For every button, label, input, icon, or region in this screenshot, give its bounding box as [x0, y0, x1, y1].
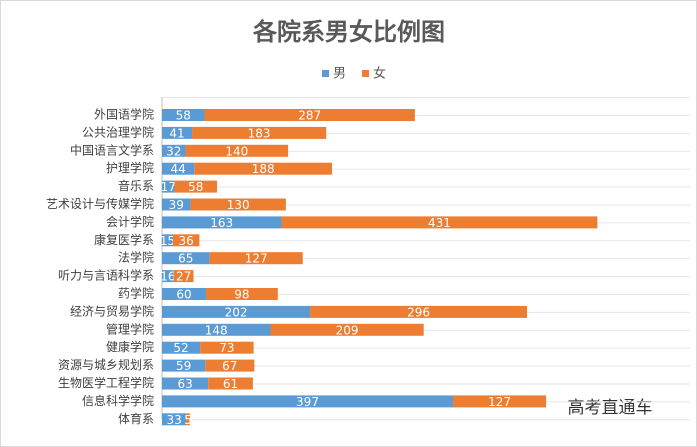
bar-segment [310, 305, 528, 318]
y-tick-label: 外国语学院 [94, 107, 154, 122]
bar-segment [162, 377, 209, 390]
bar-segment [185, 144, 289, 157]
value-label: 431 [428, 216, 451, 230]
bar-segment [174, 180, 217, 193]
y-tick-label: 法学院 [118, 250, 154, 265]
bar-segment [192, 126, 327, 139]
value-label: 44 [170, 162, 185, 176]
value-label: 140 [225, 144, 248, 158]
y-tick-label: 管理学院 [106, 321, 154, 336]
bar-segment [162, 323, 271, 336]
bar-segment [194, 162, 333, 175]
watermark: 高考直通车 [568, 398, 653, 418]
bar-segment [453, 395, 547, 408]
value-label: 61 [223, 377, 238, 391]
bar-segment [190, 198, 286, 211]
bar-segment [162, 341, 201, 354]
value-label: 5 [184, 413, 192, 427]
value-label: 58 [176, 109, 191, 123]
bar-segment [172, 234, 200, 247]
bar-segment [208, 377, 253, 390]
y-tick-label: 会计学院 [106, 214, 154, 229]
bar-segment [162, 180, 175, 193]
bar-segment [162, 216, 282, 229]
value-label: 33 [166, 413, 181, 427]
y-tick-label: 经济与贸易学院 [70, 303, 154, 318]
value-label: 188 [252, 162, 275, 176]
value-label: 183 [248, 126, 271, 140]
bar-segment [200, 341, 254, 354]
value-label: 67 [222, 359, 237, 373]
value-label: 27 [176, 270, 191, 284]
y-tick-label: 听力与言语科学系 [58, 268, 154, 283]
bar-segment [162, 270, 174, 283]
value-label: 39 [169, 198, 184, 212]
value-label: 209 [336, 323, 359, 337]
bar-segment [270, 323, 424, 336]
bar-segment [162, 359, 206, 372]
bar-segment [281, 216, 598, 229]
bar-segment [162, 413, 187, 426]
value-label: 127 [245, 252, 268, 266]
y-tick-label: 健康学院 [106, 339, 154, 354]
y-tick-label: 护理学院 [106, 160, 154, 175]
value-label: 73 [219, 341, 234, 355]
y-tick-label: 康复医学系 [94, 232, 154, 247]
value-label: 41 [169, 126, 184, 140]
legend-swatch [362, 70, 369, 77]
bar-segment [209, 252, 303, 265]
value-label: 16 [160, 270, 175, 284]
legend-label: 女 [373, 66, 386, 82]
y-tick-label: 资源与城乡规划系 [58, 357, 154, 372]
value-label: 52 [173, 341, 188, 355]
value-label: 130 [227, 198, 250, 212]
bar-segment [162, 234, 173, 247]
legend-label: 男 [333, 67, 346, 82]
value-label: 59 [176, 359, 191, 373]
bar-segment [162, 144, 186, 157]
bar-segment [162, 162, 195, 175]
bar-segment [186, 413, 190, 426]
value-label: 127 [488, 395, 511, 409]
bar-segment [205, 288, 278, 300]
y-tick-label: 公共治理学院 [82, 124, 154, 139]
y-tick-label: 音乐系 [118, 178, 154, 193]
y-tick-label: 中国语言文学系 [70, 142, 154, 157]
y-tick-label: 体育系 [118, 411, 154, 426]
bar-segment [162, 252, 210, 265]
value-label: 36 [179, 234, 194, 248]
y-tick-label: 信息科学学院 [82, 393, 154, 408]
value-label: 15 [160, 234, 175, 248]
y-tick-label: 艺术设计与传媒学院 [46, 196, 154, 211]
value-label: 202 [225, 305, 248, 319]
bar-segment [173, 270, 194, 283]
value-label: 296 [407, 305, 430, 319]
bar-segment [162, 305, 311, 318]
value-label: 397 [296, 395, 319, 409]
value-label: 287 [298, 109, 321, 123]
value-label: 65 [178, 252, 193, 266]
y-tick-label: 药学院 [118, 286, 154, 301]
value-label: 60 [176, 288, 191, 302]
value-label: 32 [166, 144, 181, 158]
y-tick-label: 生物医学工程学院 [58, 375, 154, 390]
bar-segment [162, 109, 205, 121]
bar-segment [162, 126, 193, 139]
value-label: 98 [234, 288, 249, 302]
bar-segment [162, 395, 454, 408]
bar-segment [162, 198, 191, 211]
bar-segment [204, 109, 415, 121]
value-label: 17 [161, 180, 176, 194]
value-label: 148 [205, 323, 228, 337]
value-label: 163 [210, 216, 233, 230]
value-label: 58 [188, 180, 203, 194]
chart-title: 各院系男女比例图 [252, 18, 445, 46]
legend-swatch [322, 70, 329, 77]
bar-segment [205, 359, 255, 372]
value-label: 63 [177, 377, 192, 391]
bar-segment [162, 288, 206, 300]
